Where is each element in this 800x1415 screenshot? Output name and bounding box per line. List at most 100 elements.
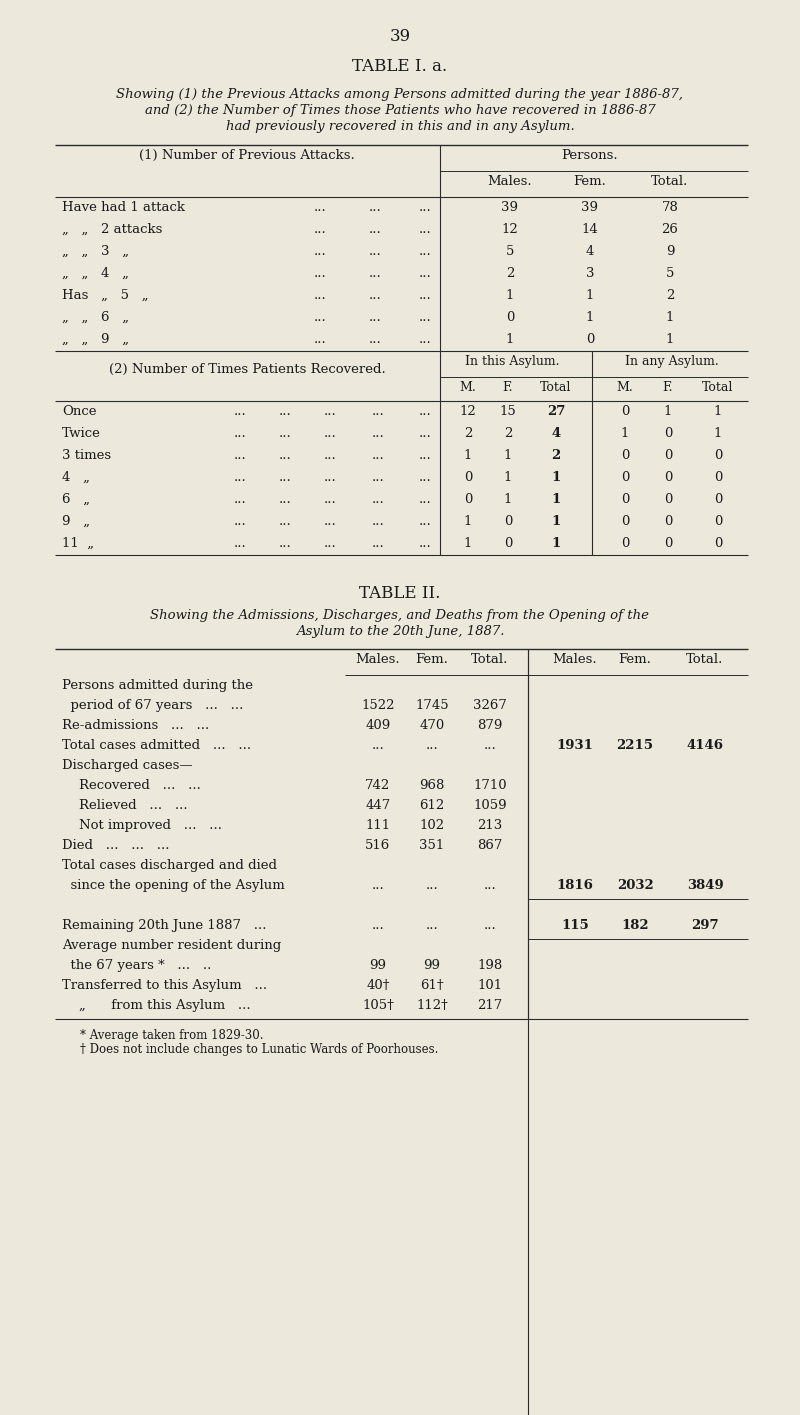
Text: 40†: 40† <box>366 979 390 992</box>
Text: 1: 1 <box>551 471 561 484</box>
Text: ...: ... <box>372 879 384 891</box>
Text: Discharged cases—: Discharged cases— <box>62 758 193 773</box>
Text: ...: ... <box>278 538 291 550</box>
Text: 0: 0 <box>464 492 472 507</box>
Text: In any Asylum.: In any Asylum. <box>625 355 719 368</box>
Text: ...: ... <box>418 245 431 258</box>
Text: M.: M. <box>460 381 476 393</box>
Text: 0: 0 <box>621 449 629 463</box>
Text: 0: 0 <box>586 333 594 347</box>
Text: Total cases admitted   ...   ...: Total cases admitted ... ... <box>62 739 251 751</box>
Text: 217: 217 <box>478 999 502 1012</box>
Text: 0: 0 <box>504 538 512 550</box>
Text: 1: 1 <box>621 427 629 440</box>
Text: Fem.: Fem. <box>618 652 651 666</box>
Text: 12: 12 <box>502 224 518 236</box>
Text: 1: 1 <box>504 471 512 484</box>
Text: Males.: Males. <box>356 652 400 666</box>
Text: 61†: 61† <box>420 979 444 992</box>
Text: Total.: Total. <box>651 175 689 188</box>
Text: ...: ... <box>418 267 431 280</box>
Text: 4   „: 4 „ <box>62 471 90 484</box>
Text: ...: ... <box>314 311 326 324</box>
Text: 99: 99 <box>370 959 386 972</box>
Text: Males.: Males. <box>553 652 598 666</box>
Text: Total cases discharged and died: Total cases discharged and died <box>62 859 277 872</box>
Text: F.: F. <box>662 381 674 393</box>
Text: 1059: 1059 <box>473 799 507 812</box>
Text: ...: ... <box>426 918 438 932</box>
Text: 1: 1 <box>714 405 722 417</box>
Text: Persons admitted during the: Persons admitted during the <box>62 679 253 692</box>
Text: 39: 39 <box>502 201 518 214</box>
Text: ...: ... <box>314 267 326 280</box>
Text: 297: 297 <box>691 918 719 932</box>
Text: ...: ... <box>234 427 246 440</box>
Text: 867: 867 <box>478 839 502 852</box>
Text: 4146: 4146 <box>686 739 723 751</box>
Text: ...: ... <box>418 538 431 550</box>
Text: ...: ... <box>324 538 336 550</box>
Text: ...: ... <box>369 333 382 347</box>
Text: 1: 1 <box>464 515 472 528</box>
Text: 879: 879 <box>478 719 502 732</box>
Text: 27: 27 <box>547 405 565 417</box>
Text: 516: 516 <box>366 839 390 852</box>
Text: 1: 1 <box>586 289 594 301</box>
Text: 1: 1 <box>551 492 561 507</box>
Text: ...: ... <box>369 245 382 258</box>
Text: 0: 0 <box>664 492 672 507</box>
Text: ...: ... <box>314 224 326 236</box>
Text: Have had 1 attack: Have had 1 attack <box>62 201 185 214</box>
Text: Has   „   5   „: Has „ 5 „ <box>62 289 149 301</box>
Text: 3: 3 <box>586 267 594 280</box>
Text: ...: ... <box>278 471 291 484</box>
Text: ...: ... <box>278 405 291 417</box>
Text: ...: ... <box>314 201 326 214</box>
Text: ...: ... <box>426 879 438 891</box>
Text: 4: 4 <box>586 245 594 258</box>
Text: ...: ... <box>324 471 336 484</box>
Text: had previously recovered in this and in any Asylum.: had previously recovered in this and in … <box>226 120 574 133</box>
Text: † Does not include changes to Lunatic Wards of Poorhouses.: † Does not include changes to Lunatic Wa… <box>80 1043 438 1056</box>
Text: 0: 0 <box>664 427 672 440</box>
Text: 2: 2 <box>551 449 561 463</box>
Text: ...: ... <box>314 333 326 347</box>
Text: Showing the Admissions, Discharges, and Deaths from the Opening of the: Showing the Admissions, Discharges, and … <box>150 608 650 623</box>
Text: Fem.: Fem. <box>415 652 449 666</box>
Text: ...: ... <box>278 427 291 440</box>
Text: ...: ... <box>234 405 246 417</box>
Text: 26: 26 <box>662 224 678 236</box>
Text: ...: ... <box>372 918 384 932</box>
Text: ...: ... <box>369 201 382 214</box>
Text: Average number resident during: Average number resident during <box>62 940 282 952</box>
Text: Re-admissions   ...   ...: Re-admissions ... ... <box>62 719 210 732</box>
Text: ...: ... <box>372 492 384 507</box>
Text: 0: 0 <box>714 471 722 484</box>
Text: TABLE II.: TABLE II. <box>359 584 441 601</box>
Text: ...: ... <box>278 515 291 528</box>
Text: 351: 351 <box>419 839 445 852</box>
Text: 1: 1 <box>464 538 472 550</box>
Text: ...: ... <box>324 492 336 507</box>
Text: ...: ... <box>278 449 291 463</box>
Text: 1: 1 <box>464 449 472 463</box>
Text: 39: 39 <box>582 201 598 214</box>
Text: 102: 102 <box>419 819 445 832</box>
Text: period of 67 years   ...   ...: period of 67 years ... ... <box>62 699 243 712</box>
Text: ...: ... <box>234 471 246 484</box>
Text: Once: Once <box>62 405 97 417</box>
Text: 213: 213 <box>478 819 502 832</box>
Text: ...: ... <box>369 267 382 280</box>
Text: 6   „: 6 „ <box>62 492 90 507</box>
Text: TABLE I. a.: TABLE I. a. <box>353 58 447 75</box>
Text: ...: ... <box>418 224 431 236</box>
Text: 1: 1 <box>664 405 672 417</box>
Text: „   „   3   „: „ „ 3 „ <box>62 245 129 258</box>
Text: 0: 0 <box>664 449 672 463</box>
Text: „      from this Asylum   ...: „ from this Asylum ... <box>62 999 250 1012</box>
Text: ...: ... <box>372 449 384 463</box>
Text: ...: ... <box>418 449 431 463</box>
Text: ...: ... <box>234 515 246 528</box>
Text: since the opening of the Asylum: since the opening of the Asylum <box>62 879 285 891</box>
